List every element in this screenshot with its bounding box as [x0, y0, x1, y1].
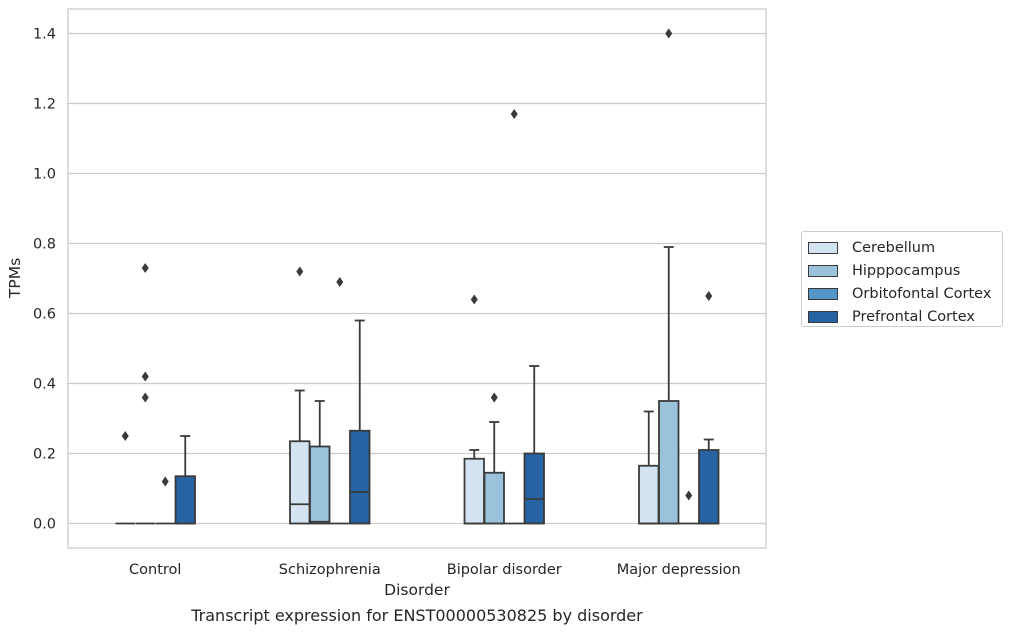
x-tick-label: Major depression	[617, 562, 741, 578]
outlier-point	[705, 291, 713, 301]
y-tick-label: 0.8	[33, 237, 56, 253]
legend-label: Cerebellum	[852, 239, 936, 256]
outlier-point	[510, 109, 518, 119]
y-axis-label: TPMs	[6, 258, 24, 299]
x-tick-labels: Control Schizophrenia Bipolar disorder Majo…	[129, 562, 741, 578]
y-tick-label: 0.0	[33, 517, 56, 533]
box-prefrontal-cortex	[174, 435, 196, 525]
y-tick-label: 0.2	[33, 447, 56, 463]
legend-label: Prefrontal Cortex	[852, 308, 975, 325]
box-body	[463, 457, 485, 525]
box-hipppocampus	[483, 392, 505, 525]
legend: Cerebellum Hipppocampus Orbitofontal Corte…	[801, 231, 1003, 327]
box-orbitofontal-cortex	[679, 490, 699, 525]
legend-label: Hipppocampus	[852, 262, 961, 279]
outlier-point	[141, 263, 149, 273]
y-tick-labels: 0.0 0.2 0.4 0.6 0.8 1.0 1.2 1.4	[33, 27, 56, 533]
box-body	[658, 400, 680, 525]
legend-item: Orbitofontal Cortex	[808, 282, 1002, 305]
outlier-point	[490, 392, 498, 403]
box-body	[309, 445, 331, 525]
legend-swatch	[808, 241, 838, 254]
legend-item: Hipppocampus	[808, 259, 1002, 282]
outlier-point	[336, 277, 344, 287]
legend-item: Cerebellum	[808, 236, 1002, 259]
legend-item: Prefrontal Cortex	[808, 305, 1002, 328]
outlier-point	[141, 371, 149, 382]
outlier-point	[121, 431, 129, 441]
outlier-point	[161, 476, 169, 487]
x-axis-label: Disorder	[384, 581, 450, 599]
box-body	[174, 475, 196, 525]
plot-frame	[67, 8, 767, 549]
y-tick-label: 1.4	[33, 27, 56, 43]
box-prefrontal-cortex	[349, 319, 371, 525]
legend-swatch	[808, 287, 838, 300]
box-plots	[115, 28, 720, 525]
box-cerebellum	[463, 294, 485, 525]
box-orbitofontal-cortex	[504, 109, 524, 525]
legend-label: Orbitofontal Cortex	[852, 285, 992, 302]
box-body	[638, 464, 660, 525]
box-body	[289, 440, 311, 525]
box-cerebellum	[638, 410, 660, 525]
box-prefrontal-cortex	[523, 365, 545, 525]
outlier-point	[141, 392, 149, 403]
chart-caption: Transcript expression for ENST0000053082…	[191, 606, 643, 625]
y-tick-label: 1.0	[33, 167, 56, 183]
outlier-point	[685, 490, 693, 501]
box-body	[349, 429, 371, 525]
box-body	[698, 449, 720, 525]
outlier-point	[296, 266, 304, 277]
box-body	[523, 452, 545, 525]
outlier-point	[665, 28, 673, 39]
y-tick-label: 1.2	[33, 97, 56, 113]
box-hipppocampus	[135, 263, 155, 525]
box-prefrontal-cortex	[698, 291, 720, 525]
outlier-point	[470, 294, 478, 305]
box-cerebellum	[289, 266, 311, 525]
grid-lines	[68, 32, 766, 525]
legend-swatch	[808, 264, 838, 277]
x-tick-label: Schizophrenia	[279, 562, 381, 578]
box-hipppocampus	[658, 28, 680, 525]
box-orbitofontal-cortex	[155, 476, 175, 525]
box-body	[483, 471, 505, 525]
legend-swatch	[808, 310, 838, 323]
box-hipppocampus	[309, 400, 331, 525]
y-tick-label: 0.6	[33, 307, 56, 323]
y-tick-label: 0.4	[33, 377, 56, 393]
x-tick-label: Bipolar disorder	[447, 562, 562, 578]
x-tick-label: Control	[129, 562, 181, 578]
box-orbitofontal-cortex	[330, 277, 350, 525]
box-cerebellum	[115, 431, 135, 525]
